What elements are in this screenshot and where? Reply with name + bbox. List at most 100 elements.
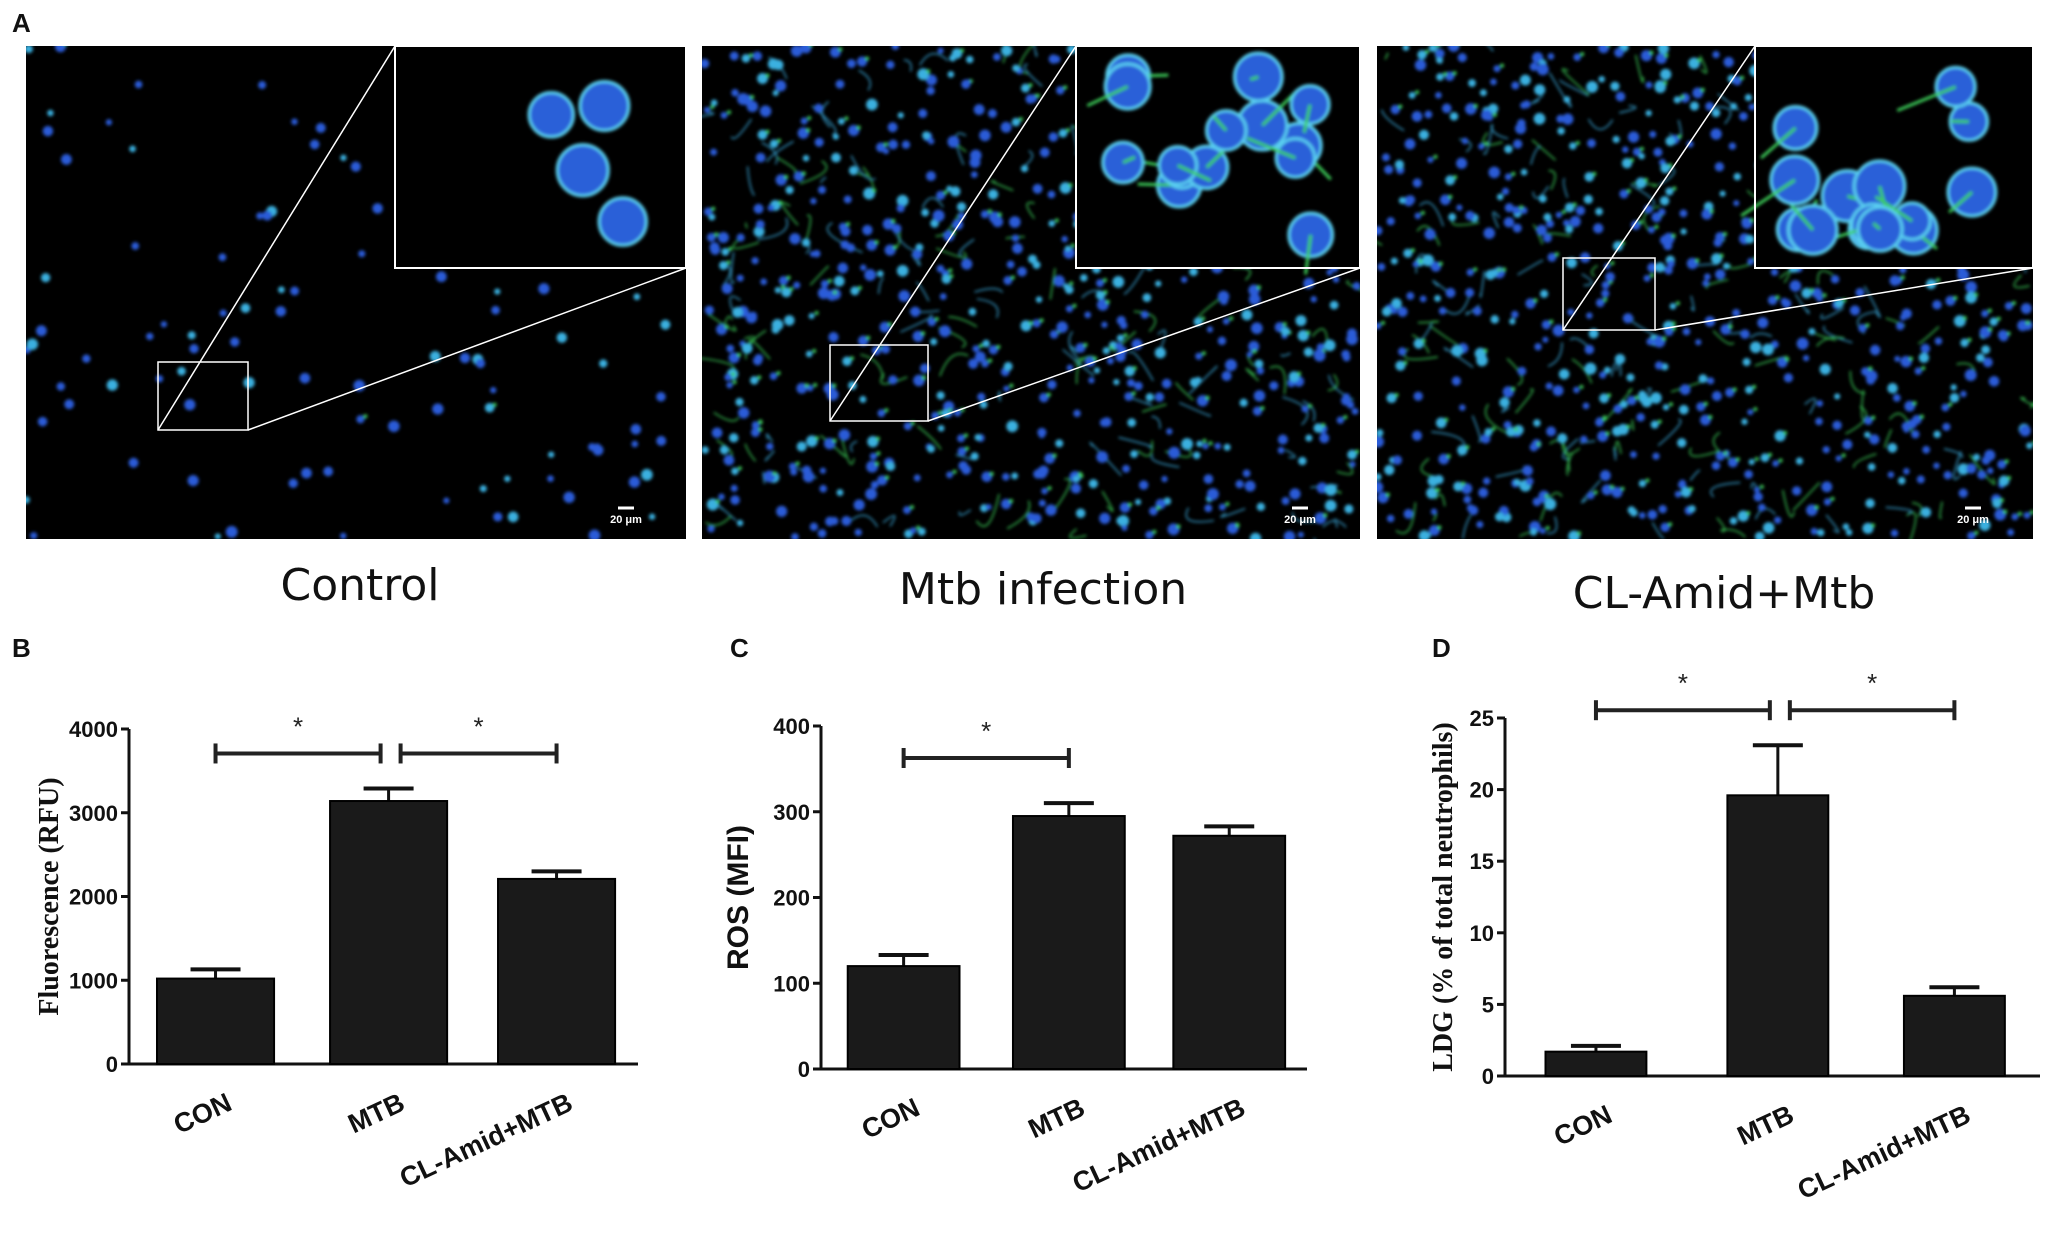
net-spot (978, 343, 983, 348)
net-spot (814, 310, 819, 315)
cell-nucleus (938, 325, 951, 338)
cell-nucleus (1613, 404, 1623, 414)
cell-nucleus (479, 485, 487, 493)
cell-nucleus (1461, 137, 1469, 145)
cell-nucleus (718, 260, 728, 270)
net-spot (1988, 327, 1993, 332)
cell-nucleus (1981, 456, 1991, 465)
net-spot (1093, 356, 1098, 361)
cell-nucleus (860, 264, 867, 271)
net-spot (1453, 175, 1458, 180)
cell-nucleus (1858, 324, 1867, 333)
net-spot (2011, 300, 2016, 305)
cell-nucleus (1892, 394, 1901, 402)
cell-nucleus (2026, 442, 2033, 449)
cell-nucleus (1032, 260, 1041, 269)
net-spot (750, 94, 755, 99)
net-spot (1657, 419, 1662, 424)
cell-nucleus (299, 372, 311, 384)
cell-nucleus (927, 317, 937, 327)
cell-nucleus (1412, 178, 1422, 188)
cell-nucleus (1979, 326, 1992, 339)
cell-nucleus (1745, 385, 1754, 394)
net-fiber (757, 217, 788, 241)
net-spot (1434, 488, 1439, 493)
cell-nucleus (1002, 472, 1010, 481)
net-fiber (1380, 109, 1405, 132)
cell-nucleus (837, 262, 849, 274)
bar-con (846, 965, 961, 1070)
cell-nucleus (1000, 121, 1012, 133)
cell-nucleus (912, 249, 923, 260)
cell-nucleus (1890, 529, 1899, 537)
cell-nucleus (1203, 474, 1214, 484)
cell-nucleus (134, 80, 143, 89)
net-spot (1664, 53, 1669, 58)
cell-nucleus (1557, 433, 1568, 444)
net-fiber (1492, 211, 1501, 229)
cell-nucleus (793, 171, 805, 182)
net-fiber (1712, 431, 1733, 462)
cell-nucleus (630, 423, 642, 435)
net-fiber (705, 515, 732, 527)
x-category-label: MTB (1733, 1099, 1799, 1151)
net-spot (1109, 345, 1114, 350)
net-fiber (1049, 268, 1056, 300)
net-fiber (730, 118, 753, 140)
bar-con (155, 977, 276, 1066)
cell-nucleus (720, 111, 728, 119)
cell-nucleus (835, 79, 845, 89)
net-spot (1900, 275, 1905, 280)
cell-nucleus (1440, 194, 1451, 206)
cell-nucleus (866, 98, 878, 111)
net-spot (1437, 525, 1442, 530)
cell-nucleus (507, 511, 519, 523)
net-spot (1235, 523, 1240, 528)
cell-nucleus (1747, 409, 1754, 416)
cell-nucleus (1789, 280, 1802, 292)
cell-nucleus (1655, 52, 1667, 64)
net-spot (1069, 281, 1074, 286)
cell-nucleus (1643, 274, 1651, 282)
cell-nucleus (1903, 426, 1910, 433)
cell-nucleus (1003, 385, 1010, 392)
net-spot (1018, 117, 1023, 122)
cell-nucleus (1323, 339, 1336, 352)
cell-nucleus (788, 462, 797, 471)
cell-nucleus (1154, 347, 1166, 359)
cell-nucleus (898, 290, 911, 302)
chart-c: C 0 100 200 300 400 ROS (MFI) CON MTBCL-Amid+MTB… (722, 633, 1307, 1198)
cell-nucleus (832, 133, 839, 140)
net-fiber (1705, 278, 1729, 290)
cell-nucleus (1588, 328, 1599, 339)
cell-nucleus (1842, 523, 1850, 530)
cell-nucleus (278, 286, 285, 294)
net-fiber (1531, 139, 1557, 161)
cell-nucleus (1346, 333, 1358, 346)
net-spot (1871, 415, 1876, 420)
net-fiber (1023, 63, 1043, 87)
cell-nucleus (1070, 483, 1082, 494)
net-fiber (850, 155, 877, 181)
cell-nucleus (1436, 73, 1444, 81)
cell-nucleus (903, 506, 911, 515)
cell-nucleus (1742, 358, 1751, 367)
cell-nucleus (1649, 130, 1657, 138)
inset-cells (1740, 65, 1998, 256)
net-spot (1783, 430, 1788, 435)
net-spot (780, 285, 785, 290)
net-fiber (809, 265, 830, 286)
net-spot (2006, 475, 2011, 480)
net-spot (1066, 128, 1071, 133)
cell-nucleus (1496, 193, 1504, 201)
cell-nucleus (1448, 213, 1457, 222)
cell-nucleus (1254, 359, 1264, 369)
cell-nucleus (876, 270, 884, 278)
inset-cells (1086, 51, 1335, 275)
cell-nucleus (1894, 355, 1901, 362)
cell-nucleus (1665, 136, 1676, 147)
cell-nucleus (1127, 378, 1135, 387)
cell-nucleus (1994, 508, 2007, 521)
zoom-line (829, 45, 1077, 422)
cell-nucleus (1586, 491, 1595, 500)
